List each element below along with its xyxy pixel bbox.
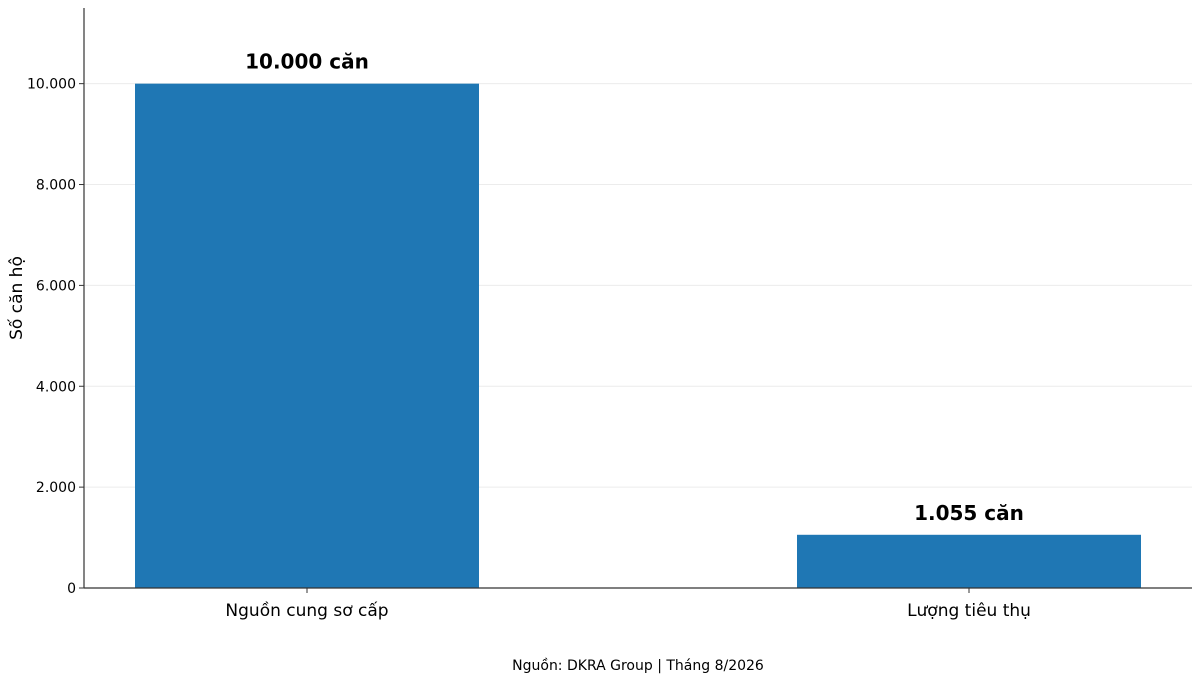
- bar-data-label: 1.055 căn: [914, 501, 1024, 525]
- y-tick-label: 10.000: [27, 77, 76, 93]
- bars: [135, 83, 1141, 589]
- axes: [83, 8, 1192, 589]
- y-tick-label: 0: [67, 581, 76, 597]
- x-tick-label: Lượng tiêu thụ: [907, 601, 1031, 621]
- bar-data-label: 10.000 căn: [245, 50, 369, 74]
- x-tick-label: Nguồn cung sơ cấp: [225, 600, 388, 621]
- bar: [135, 83, 479, 589]
- y-axis-title: Số căn hộ: [6, 256, 27, 340]
- bar: [797, 534, 1141, 588]
- data-labels: 10.000 căn 1.055 căn: [245, 50, 1024, 525]
- source-footnote: Nguồn: DKRA Group | Tháng 8/2026: [512, 657, 764, 674]
- y-ticks: 0 2.000 4.000 6.000 8.000 10.000: [27, 77, 84, 597]
- y-tick-label: 2.000: [36, 480, 76, 496]
- y-tick-label: 8.000: [36, 178, 76, 194]
- y-tick-label: 4.000: [36, 379, 76, 395]
- y-tick-label: 6.000: [36, 278, 76, 294]
- x-ticks: Nguồn cung sơ cấp Lượng tiêu thụ: [225, 588, 1031, 621]
